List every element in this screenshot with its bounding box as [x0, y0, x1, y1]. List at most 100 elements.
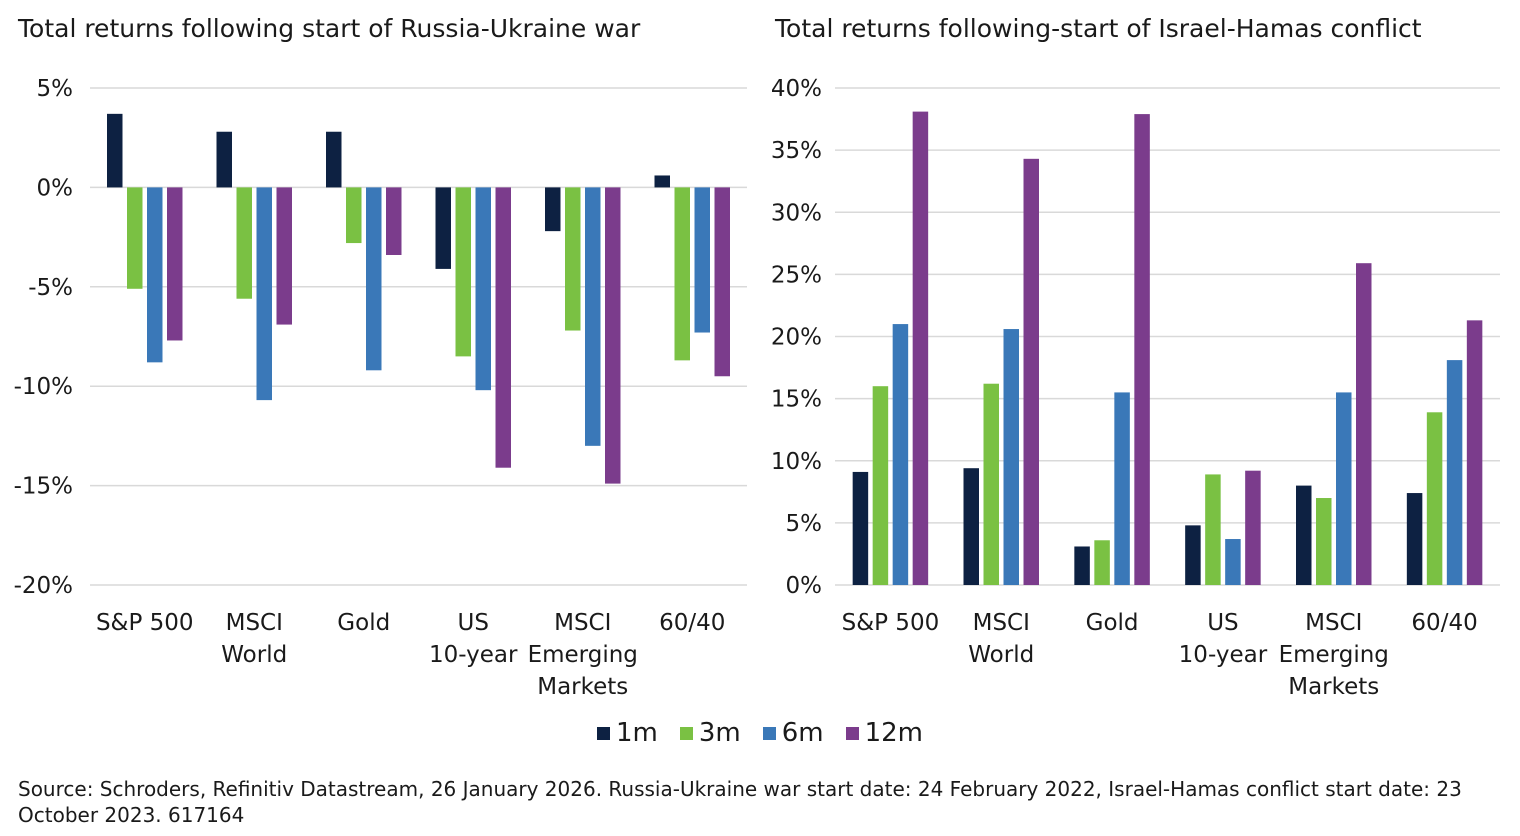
category-label: Gold [337, 610, 390, 636]
category-label-line: 60/40 [1411, 610, 1477, 636]
legend-swatch-6m [762, 726, 776, 740]
bar-12m [276, 187, 292, 325]
bar-3m [565, 187, 581, 331]
bar-12m [1466, 320, 1483, 585]
category-label: MSCI World [968, 610, 1034, 668]
legend-label: 3m [698, 718, 741, 748]
bar-6m [1336, 392, 1352, 585]
legend-label: 12m [864, 718, 924, 748]
bar-3m [346, 187, 362, 244]
y-tick-label: 25% [771, 262, 822, 288]
category-label-line: S&P 500 [96, 610, 194, 636]
y-tick-label: 0% [37, 175, 74, 201]
bar-6m [475, 187, 491, 391]
category-label-line: US [458, 610, 489, 636]
bar-12m [605, 187, 621, 484]
y-tick-label: -10% [14, 374, 73, 400]
category-label-line: MSCI [554, 610, 611, 636]
bar-12m [1356, 263, 1372, 585]
category-label-line: MSCI [973, 610, 1030, 636]
category-label-line: 60/40 [659, 610, 725, 636]
legend-swatch-12m [845, 726, 859, 740]
bar-3m [455, 187, 471, 357]
bar-1m [1296, 485, 1312, 585]
bar-6m [1446, 360, 1463, 585]
bar-1m [326, 131, 342, 188]
y-tick-label: -5% [28, 275, 73, 301]
bar-12m [1023, 158, 1039, 585]
y-tick-label: 35% [771, 138, 822, 164]
bar-1m [545, 187, 561, 232]
category-label-line: Gold [337, 610, 390, 636]
bar-6m [147, 187, 163, 363]
category-label-line: MSCI [226, 610, 283, 636]
bar-1m [852, 471, 869, 585]
bar-12m [386, 187, 402, 255]
legend-swatch-3m [679, 726, 693, 740]
bar-3m [1426, 412, 1443, 585]
y-tick-label: 10% [771, 449, 822, 475]
bar-1m [1185, 525, 1201, 585]
bar-1m [107, 113, 123, 188]
chart-title: Total returns following-start of Israel-… [774, 14, 1422, 43]
category-label-line: World [221, 642, 287, 668]
y-tick-label: -15% [14, 474, 73, 500]
russia-ukraine-chart: Total returns following start of Russia-… [14, 14, 747, 700]
category-label: MSCI Emerging Markets [528, 610, 638, 700]
category-label: S&P 500 [96, 610, 194, 636]
bar-6m [694, 187, 710, 333]
legend: 1m 3m 6m 12m [0, 718, 1520, 748]
category-label-line: Gold [1086, 610, 1139, 636]
chart-title: Total returns following start of Russia-… [17, 14, 641, 43]
source-note: Source: Schroders, Refinitiv Datastream,… [18, 777, 1462, 827]
y-tick-label: 5% [786, 511, 823, 537]
bar-1m [216, 131, 232, 188]
bar-3m [1316, 498, 1332, 585]
category-label-line: Emerging [528, 642, 638, 668]
bar-6m [892, 324, 909, 585]
bar-6m [1003, 329, 1019, 585]
legend-label: 1m [615, 718, 658, 748]
bar-12m [495, 187, 511, 468]
category-label: US 10-year [1179, 610, 1268, 668]
category-label-line: Emerging [1279, 642, 1389, 668]
category-label-line: 10-year [1179, 642, 1268, 668]
category-label: US 10-year [429, 610, 518, 668]
category-label: S&P 500 [842, 610, 940, 636]
y-tick-label: 15% [771, 387, 822, 413]
legend-item-12m: 12m [845, 718, 924, 748]
bar-6m [1114, 392, 1130, 585]
bar-3m [1094, 540, 1110, 585]
bar-6m [585, 187, 601, 446]
y-tick-label: 20% [771, 325, 822, 351]
y-tick-label: 0% [786, 573, 823, 599]
bar-6m [366, 187, 382, 371]
category-label: 60/40 [659, 610, 725, 636]
bar-1m [963, 468, 979, 585]
bar-3m [872, 386, 889, 585]
bar-1m [654, 175, 670, 188]
bar-3m [983, 383, 999, 585]
y-tick-label: -20% [14, 573, 73, 599]
legend-label: 6m [781, 718, 824, 748]
bar-12m [912, 111, 929, 586]
category-label-line: MSCI [1305, 610, 1362, 636]
category-label-line: S&P 500 [842, 610, 940, 636]
bar-12m [1245, 470, 1261, 585]
legend-swatch-1m [596, 726, 610, 740]
charts-figure: Total returns following start of Russia-… [14, 14, 1500, 700]
y-tick-label: 5% [37, 76, 74, 102]
category-label-line: 10-year [429, 642, 518, 668]
category-label-line: US [1207, 610, 1238, 636]
israel-hamas-chart: Total returns following-start of Israel-… [771, 14, 1500, 700]
bar-1m [1406, 493, 1423, 585]
bar-3m [236, 187, 252, 299]
y-tick-label: 40% [771, 76, 822, 102]
bar-3m [1205, 474, 1221, 585]
legend-item-1m: 1m [596, 718, 658, 748]
bar-1m [435, 187, 451, 269]
bar-6m [256, 187, 272, 401]
bar-12m [714, 187, 730, 377]
legend-item-6m: 6m [762, 718, 824, 748]
category-label-line: Markets [537, 674, 628, 700]
